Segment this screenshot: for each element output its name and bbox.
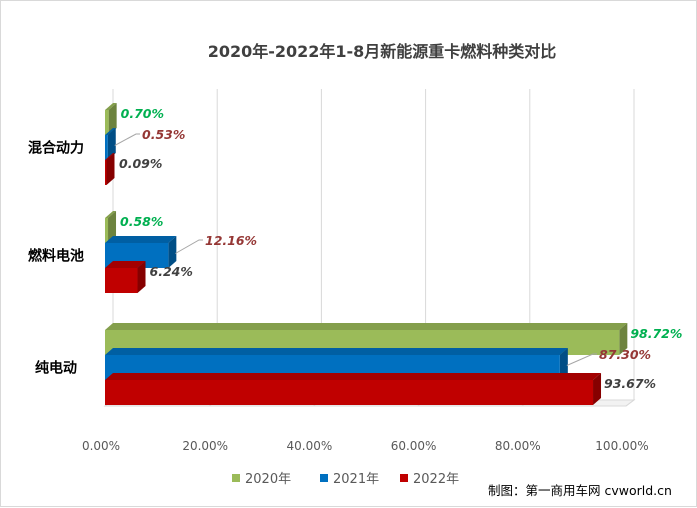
data-label: 0.70% <box>121 106 164 121</box>
category-label: 燃料电池 <box>28 248 84 265</box>
bar-top <box>105 153 115 160</box>
x-tick-label: 40.00% <box>287 439 333 453</box>
bar <box>105 160 107 185</box>
bar-side <box>619 323 628 355</box>
bar-top <box>105 211 117 218</box>
data-label: 0.58% <box>120 214 163 229</box>
bar-side <box>559 348 568 380</box>
bar-side <box>107 128 116 160</box>
bar-top <box>105 348 568 355</box>
bar-top <box>105 323 628 330</box>
legend: 2020年 2021年 2022年 <box>232 472 459 487</box>
legend-swatch-2022 <box>400 474 408 482</box>
data-label: 0.09% <box>119 156 162 171</box>
data-label: 12.16% <box>205 233 257 248</box>
chart-title: 2020年-2022年1-8月新能源重卡燃料种类对比 <box>208 42 557 61</box>
gridline-depth <box>625 399 635 407</box>
data-label: 93.67% <box>604 376 656 391</box>
legend-item-2020: 2020年 <box>232 472 291 487</box>
x-tick-label: 60.00% <box>391 439 437 453</box>
bar-top <box>105 103 117 110</box>
bar <box>105 218 109 243</box>
bar-top <box>105 128 116 135</box>
bar-side <box>168 236 177 268</box>
legend-swatch-2020 <box>232 474 240 482</box>
data-label-leader <box>114 133 140 146</box>
data-labels: 0.70% 0.53% 0.09% 0.58% 12.16% 6.24% 98.72% 87.… <box>114 106 682 391</box>
data-label-leader <box>566 353 597 366</box>
credit-text: 制图：第一商用车网 cvworld.cn <box>488 483 672 498</box>
legend-label-2021: 2021年 <box>333 472 379 487</box>
bar-side <box>137 261 146 293</box>
x-tick-label: 0.00% <box>82 439 120 453</box>
bar-side <box>108 103 117 135</box>
bar <box>105 135 108 160</box>
legend-label-2022: 2022年 <box>413 472 459 487</box>
x-tick-label: 80.00% <box>495 439 541 453</box>
x-tick-label: 20.00% <box>182 439 228 453</box>
x-axis-ticks: 0.00% 20.00% 40.00% 60.00% 80.00% 100.00% <box>82 439 649 453</box>
data-label: 98.72% <box>630 326 682 341</box>
data-label: 87.30% <box>599 347 651 362</box>
data-label: 6.24% <box>150 264 193 279</box>
category-label: 纯电动 <box>35 360 77 377</box>
bar <box>105 110 109 135</box>
bar-top <box>105 261 146 268</box>
bar-side <box>593 373 602 405</box>
bar-side <box>108 211 117 243</box>
legend-item-2021: 2021年 <box>320 472 379 487</box>
legend-swatch-2021 <box>320 474 328 482</box>
category-label: 混合动力 <box>28 140 84 157</box>
data-label-leader <box>175 239 203 254</box>
legend-label-2020: 2020年 <box>245 472 291 487</box>
data-label: 0.53% <box>142 127 185 142</box>
x-tick-label: 100.00% <box>595 439 648 453</box>
bar <box>105 380 594 405</box>
bar-side <box>106 153 115 185</box>
bars <box>105 103 628 405</box>
bar-top <box>105 373 602 380</box>
legend-item-2022: 2022年 <box>400 472 459 487</box>
bar-top <box>105 236 177 243</box>
bar <box>105 268 138 293</box>
